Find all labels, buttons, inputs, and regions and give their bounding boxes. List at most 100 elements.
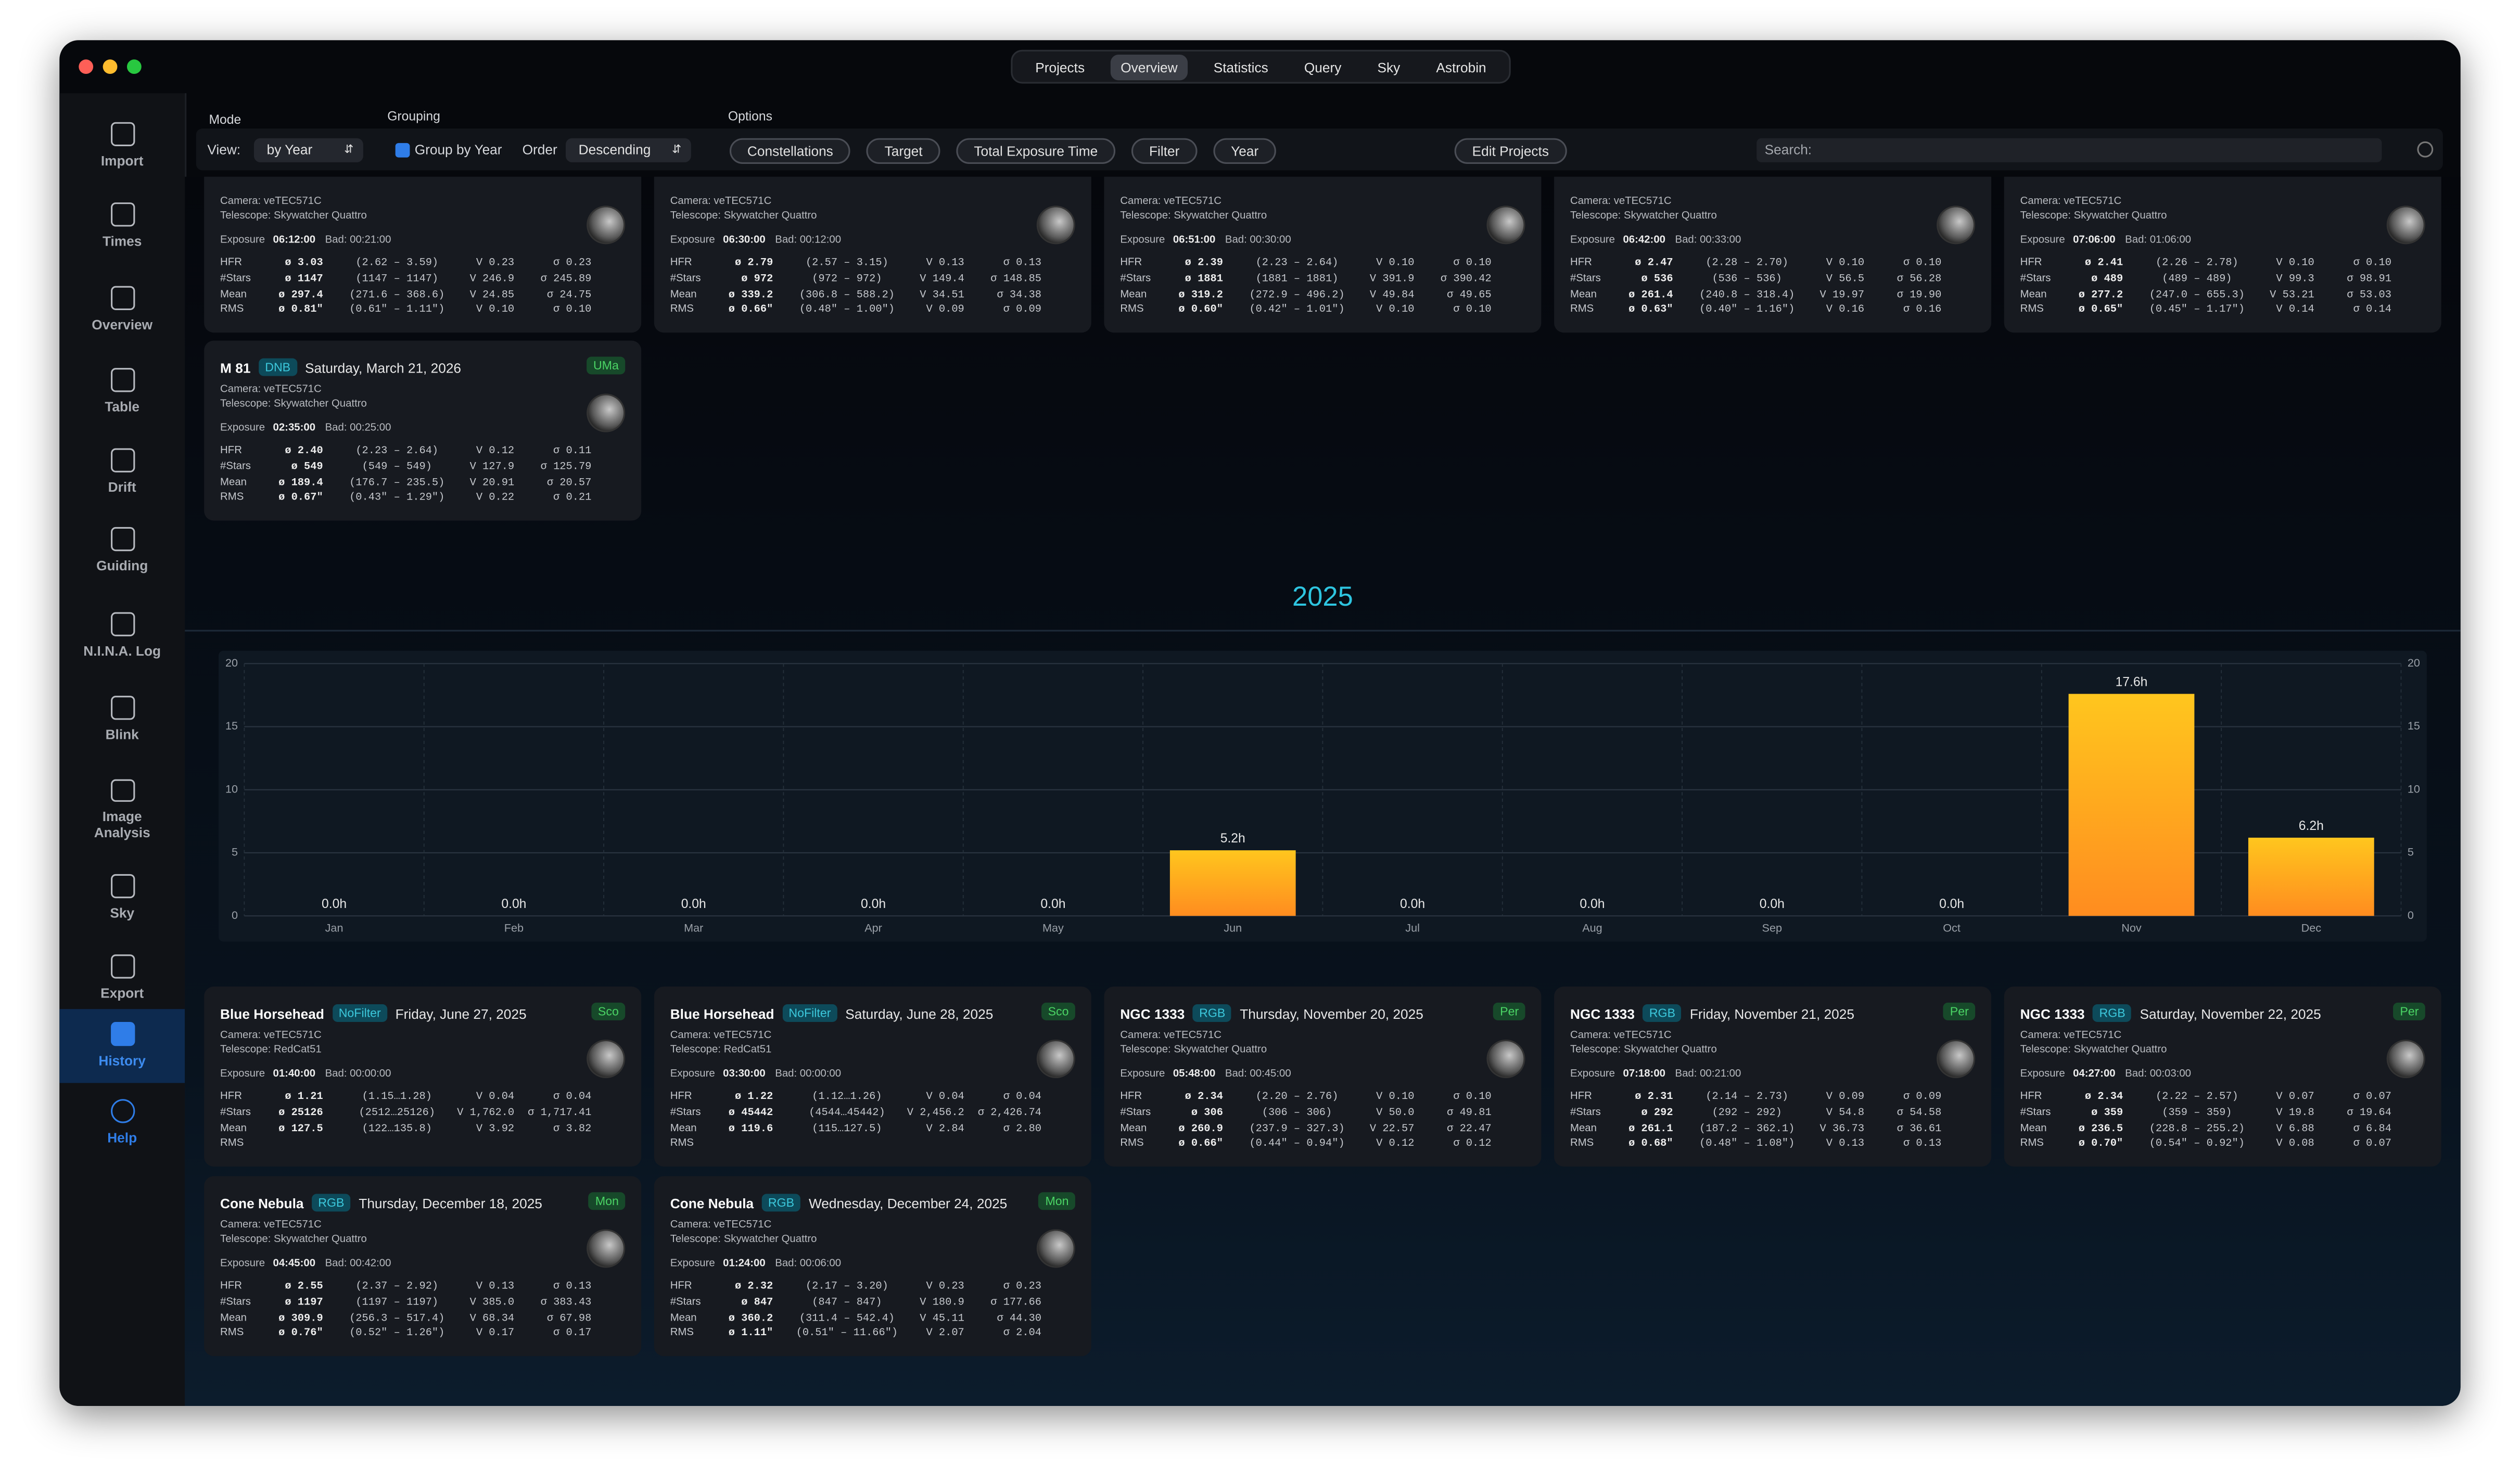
stat-variance: V 56.5: [1826, 273, 1865, 284]
stat-variance: V 45.11: [920, 1312, 964, 1324]
sidebar-icon: [110, 612, 134, 636]
session-card[interactable]: M 81 DNB Saturday, March 21, 2026 UMa Camera…: [204, 340, 642, 521]
sidebar-label: Import: [100, 152, 144, 169]
checkbox[interactable]: [395, 143, 410, 158]
sidebar-item[interactable]: Blink: [59, 683, 185, 757]
sidebar-item[interactable]: Times: [59, 189, 185, 263]
y2-tick-label: 15: [2408, 719, 2420, 732]
session-card[interactable]: Cone Nebula RGB Wednesday, December 24, 20…: [654, 1176, 1091, 1357]
session-card[interactable]: Cone Nebula RGB Thursday, December 18, 202…: [204, 1176, 642, 1357]
stat-sigma: σ 0.13: [1003, 257, 1042, 268]
sidebar-item[interactable]: Sky: [59, 861, 185, 935]
value-label: 0.0h: [861, 897, 886, 911]
tab[interactable]: Sky: [1377, 58, 1401, 75]
option-button[interactable]: Total Exposure Time: [956, 138, 1116, 164]
telescope: Telescope: Skywatcher Quattro: [670, 210, 817, 222]
stat-variance: V 49.84: [1369, 288, 1415, 300]
sidebar-item[interactable]: Table: [59, 355, 185, 429]
constellation-tag: Mon: [1039, 1192, 1075, 1210]
close-button[interactable]: [79, 59, 94, 74]
value-label: 0.0h: [1400, 897, 1425, 911]
stat-label: #Stars: [670, 1107, 701, 1118]
filter-tag: DNB: [258, 358, 297, 376]
stat-sigma: σ 245.89: [540, 273, 592, 284]
session-card[interactable]: Blue Horsehead NoFilter Friday, June 27, 2…: [204, 987, 642, 1167]
session-date: Friday, June 27, 2025: [395, 1005, 527, 1021]
stat-mean: ø 0.66": [728, 304, 773, 316]
exposure-value: 06:30:00: [723, 234, 766, 246]
stat-range: (1147 – 1147): [355, 273, 439, 284]
stat-variance: V 0.12: [1376, 1138, 1415, 1150]
sidebar-label: Table: [105, 398, 139, 415]
sidebar-item[interactable]: Image Analysis: [59, 766, 185, 840]
stat-label: RMS: [220, 1138, 244, 1150]
stat-sigma: σ 53.03: [2347, 288, 2391, 300]
stat-sigma: σ 24.75: [546, 288, 592, 300]
moon-phase: [1938, 1041, 1974, 1077]
option-button[interactable]: Constellations: [729, 138, 851, 164]
stat-mean: ø 306: [1191, 1107, 1223, 1118]
stat-range: (2512…25126): [359, 1107, 436, 1118]
search-clear[interactable]: [2417, 141, 2434, 158]
tab[interactable]: Projects: [1035, 58, 1085, 75]
stat-range: (0.43" – 1.29"): [349, 492, 445, 504]
stat-variance: V 0.23: [476, 257, 515, 268]
sidebar-item[interactable]: Export: [59, 942, 185, 1016]
stat-label: Mean: [1120, 1122, 1147, 1134]
stat-label: #Stars: [1120, 273, 1151, 284]
minimize-button[interactable]: [103, 59, 118, 74]
option-button[interactable]: Year: [1213, 138, 1277, 164]
stat-label: RMS: [1570, 304, 1594, 316]
zoom-button[interactable]: [126, 59, 142, 74]
session-card[interactable]: Camera: veTEC571C Telescope: Skywatcher Q…: [204, 176, 642, 333]
tab[interactable]: Query: [1304, 58, 1342, 75]
stat-label: RMS: [220, 304, 244, 316]
x-tick-label: Mar: [684, 922, 703, 935]
stat-sigma: σ 36.61: [1897, 1122, 1942, 1134]
session-card[interactable]: Blue Horsehead NoFilter Saturday, June 28,…: [654, 987, 1091, 1167]
stat-range: (1.15…1.28): [362, 1091, 432, 1103]
x-tick-label: May: [1042, 922, 1064, 935]
edit-projects-button[interactable]: Edit Projects: [1454, 138, 1567, 164]
view-dropdown[interactable]: by Year ⇵: [253, 138, 363, 162]
session-card[interactable]: Camera: veTEC571C Telescope: Skywatcher Q…: [2004, 176, 2441, 333]
stat-sigma: σ 3.82: [553, 1122, 592, 1134]
sidebar-item[interactable]: Help: [59, 1086, 185, 1160]
tab[interactable]: Astrobin: [1436, 58, 1486, 75]
stat-mean: ø 236.5: [2078, 1122, 2123, 1134]
session-card[interactable]: Camera: veTEC571C Telescope: Skywatcher Q…: [1554, 176, 1992, 333]
stat-mean: ø 1.21: [285, 1091, 323, 1103]
target-name: Cone Nebula: [670, 1194, 754, 1211]
stat-mean: ø 1147: [285, 273, 323, 284]
option-button[interactable]: Target: [867, 138, 940, 164]
sidebar-item[interactable]: Import: [59, 109, 185, 183]
exposure-value: 07:06:00: [2073, 234, 2116, 246]
sidebar-item[interactable]: N.I.N.A. Log: [59, 599, 185, 673]
tab[interactable]: Statistics: [1213, 58, 1268, 75]
sidebar-item[interactable]: Guiding: [59, 514, 185, 588]
sidebar-item[interactable]: History: [59, 1009, 185, 1083]
value-label: 0.0h: [1040, 897, 1065, 911]
session-card[interactable]: NGC 1333 RGB Friday, November 21, 2025 Per C…: [1554, 987, 1992, 1167]
session-card[interactable]: NGC 1333 RGB Saturday, November 22, 2025 Pe…: [2004, 987, 2441, 1167]
exposure-label: Exposure: [670, 1258, 715, 1270]
option-button[interactable]: Filter: [1131, 138, 1198, 164]
session-card[interactable]: NGC 1333 RGB Thursday, November 20, 2025 Pe…: [1104, 987, 1542, 1167]
stat-variance: V 0.10: [1376, 1091, 1415, 1103]
x-tick-label: Sep: [1762, 922, 1782, 935]
stat-range: (0.42" – 1.01"): [1249, 304, 1345, 316]
moon-phase: [588, 1231, 624, 1266]
tab[interactable]: Overview: [1111, 54, 1188, 80]
sidebar-item[interactable]: Drift: [59, 436, 185, 509]
sidebar-icon: [110, 1099, 134, 1123]
sidebar-label: Image Analysis: [94, 808, 150, 841]
exposure-row: Exposure 01:24:00 Bad: 00:06:00: [670, 1258, 841, 1270]
stat-label: RMS: [2020, 1138, 2044, 1150]
search-field[interactable]: Search:: [1757, 138, 2382, 162]
session-card[interactable]: Camera: veTEC571C Telescope: Skywatcher Q…: [654, 176, 1091, 333]
order-dropdown[interactable]: Descending ⇵: [565, 138, 691, 162]
exposure-row: Exposure 07:06:00 Bad: 01:06:00: [2020, 235, 2191, 246]
sidebar-item[interactable]: Overview: [59, 273, 185, 347]
stat-variance: V 24.85: [469, 288, 515, 300]
session-card[interactable]: Camera: veTEC571C Telescope: Skywatcher Q…: [1104, 176, 1542, 333]
